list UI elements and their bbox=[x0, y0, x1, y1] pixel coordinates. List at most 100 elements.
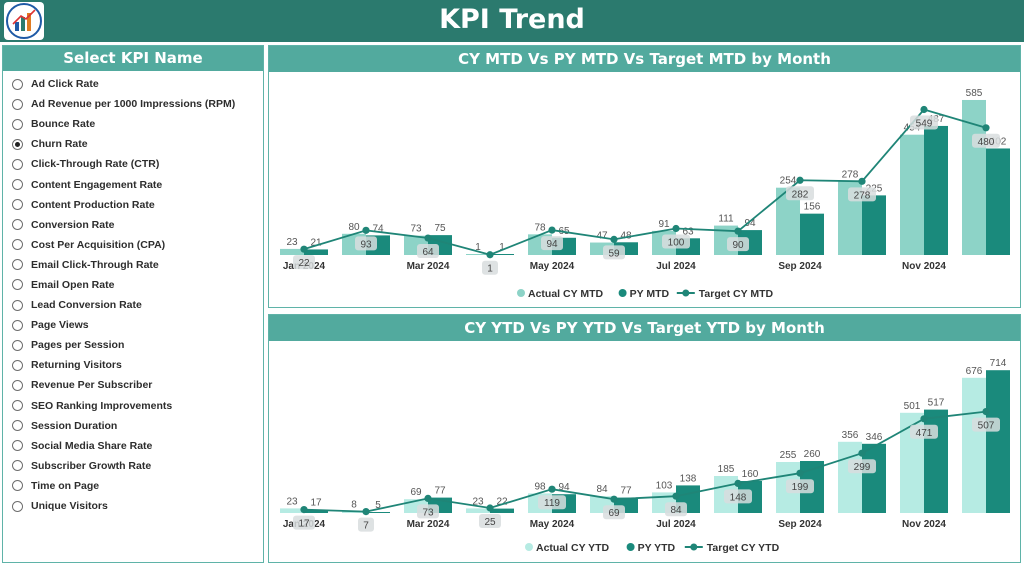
target-point bbox=[796, 176, 804, 184]
radio-button-icon[interactable] bbox=[12, 440, 23, 452]
radio-button-icon[interactable] bbox=[12, 500, 23, 512]
radio-button-icon[interactable] bbox=[12, 299, 23, 311]
prior-bar bbox=[800, 213, 824, 255]
kpi-option-label: Email Open Rate bbox=[31, 278, 115, 291]
radio-button-icon[interactable] bbox=[12, 259, 23, 271]
radio-button-icon[interactable] bbox=[12, 219, 23, 231]
prior-data-label: 22 bbox=[496, 497, 508, 508]
kpi-option-page-views[interactable]: Page Views bbox=[3, 315, 263, 335]
kpi-option-label: Conversion Rate bbox=[31, 218, 115, 231]
target-label-bg bbox=[786, 186, 814, 201]
radio-button-icon[interactable] bbox=[12, 239, 23, 251]
kpi-option-subscriber-growth-rate[interactable]: Subscriber Growth Rate bbox=[3, 456, 263, 476]
radio-button-icon[interactable] bbox=[12, 359, 23, 371]
kpi-option-cost-per-acquisition-cpa[interactable]: Cost Per Acquisition (CPA) bbox=[3, 235, 263, 255]
radio-button-icon[interactable] bbox=[12, 78, 23, 90]
kpi-option-ad-revenue-per-1000-impressions-rpm[interactable]: Ad Revenue per 1000 Impressions (RPM) bbox=[3, 94, 263, 114]
target-line bbox=[303, 108, 987, 256]
actual-data-label: 278 bbox=[842, 169, 859, 180]
target-data-label: 199 bbox=[792, 482, 809, 493]
kpi-option-email-open-rate[interactable]: Email Open Rate bbox=[3, 275, 263, 295]
target-label-bg bbox=[848, 459, 876, 474]
kpi-option-returning-visitors[interactable]: Returning Visitors bbox=[3, 355, 263, 375]
target-label-bg bbox=[786, 479, 814, 494]
x-tick-label: Mar 2024 bbox=[407, 261, 450, 272]
kpi-option-label: Ad Revenue per 1000 Impressions (RPM) bbox=[31, 98, 236, 111]
actual-data-label: 585 bbox=[966, 88, 983, 99]
kpi-option-pages-per-session[interactable]: Pages per Session bbox=[3, 335, 263, 355]
radio-button-icon[interactable] bbox=[12, 460, 23, 472]
prior-data-label: 94 bbox=[744, 218, 756, 229]
prior-bar bbox=[924, 125, 948, 255]
actual-data-label: 84 bbox=[596, 484, 608, 495]
target-data-label: 93 bbox=[360, 239, 372, 250]
actual-data-label: 501 bbox=[904, 401, 921, 412]
actual-data-label: 73 bbox=[410, 224, 422, 235]
actual-data-label: 80 bbox=[348, 222, 360, 233]
kpi-option-email-click-through-rate[interactable]: Email Click-Through Rate bbox=[3, 255, 263, 275]
radio-button-icon[interactable] bbox=[12, 158, 23, 170]
target-label-bg bbox=[358, 517, 374, 532]
target-label-bg bbox=[603, 505, 625, 520]
target-point bbox=[920, 105, 928, 114]
radio-button-icon[interactable] bbox=[12, 179, 23, 191]
radio-button-icon[interactable] bbox=[12, 379, 23, 391]
x-tick-label: May 2024 bbox=[530, 261, 575, 272]
radio-button-icon[interactable] bbox=[12, 98, 23, 110]
kpi-option-label: Cost Per Acquisition (CPA) bbox=[31, 238, 166, 251]
target-data-label: 7 bbox=[363, 521, 369, 532]
target-data-label: 119 bbox=[544, 498, 560, 509]
kpi-option-content-engagement-rate[interactable]: Content Engagement Rate bbox=[3, 174, 263, 194]
target-point bbox=[982, 124, 990, 132]
radio-button-icon[interactable] bbox=[12, 118, 23, 130]
radio-button-icon[interactable] bbox=[12, 319, 23, 331]
prior-data-label: 346 bbox=[866, 432, 883, 443]
kpi-option-label: Content Production Rate bbox=[31, 198, 155, 211]
kpi-option-ad-click-rate[interactable]: Ad Click Rate bbox=[3, 74, 263, 94]
kpi-option-click-through-rate-ctr[interactable]: Click-Through Rate (CTR) bbox=[3, 154, 263, 174]
target-point bbox=[734, 479, 742, 487]
target-point bbox=[610, 235, 618, 243]
x-tick-label: Sep 2024 bbox=[778, 261, 822, 272]
radio-button-icon[interactable] bbox=[12, 138, 23, 150]
bar-chart-logo-icon bbox=[4, 2, 44, 40]
radio-button-icon[interactable] bbox=[12, 480, 23, 492]
target-point bbox=[362, 226, 370, 234]
x-tick-label: Mar 2024 bbox=[407, 519, 450, 530]
header-bar: KPI Trend bbox=[0, 0, 1024, 42]
kpi-option-conversion-rate[interactable]: Conversion Rate bbox=[3, 215, 263, 235]
actual-bar bbox=[962, 377, 986, 513]
kpi-option-social-media-share-rate[interactable]: Social Media Share Rate bbox=[3, 436, 263, 456]
target-point bbox=[548, 485, 556, 493]
kpi-option-label: Social Media Share Rate bbox=[31, 439, 153, 452]
kpi-option-time-on-page[interactable]: Time on Page bbox=[3, 476, 263, 496]
target-label-bg bbox=[293, 255, 315, 270]
kpi-option-churn-rate[interactable]: Churn Rate bbox=[3, 134, 263, 154]
actual-data-label: 103 bbox=[656, 480, 673, 491]
radio-button-icon[interactable] bbox=[12, 400, 23, 412]
actual-data-label: 676 bbox=[966, 366, 983, 377]
kpi-option-content-production-rate[interactable]: Content Production Rate bbox=[3, 195, 263, 215]
kpi-option-label: Revenue Per Subscriber bbox=[31, 379, 153, 392]
target-label-bg bbox=[479, 514, 501, 528]
target-data-label: 282 bbox=[792, 189, 809, 200]
target-data-label: 22 bbox=[298, 258, 310, 269]
legend-label: Target CY MTD bbox=[699, 288, 774, 300]
radio-button-icon[interactable] bbox=[12, 339, 23, 351]
x-tick-label: May 2024 bbox=[530, 519, 575, 530]
prior-bar bbox=[986, 370, 1010, 513]
kpi-option-revenue-per-subscriber[interactable]: Revenue Per Subscriber bbox=[3, 375, 263, 395]
target-point bbox=[734, 227, 742, 235]
kpi-option-bounce-rate[interactable]: Bounce Rate bbox=[3, 114, 263, 134]
prior-bar bbox=[986, 148, 1010, 255]
radio-button-icon[interactable] bbox=[12, 420, 23, 432]
target-data-label: 25 bbox=[484, 517, 496, 528]
actual-bar bbox=[838, 441, 862, 513]
kpi-option-session-duration[interactable]: Session Duration bbox=[3, 416, 263, 436]
prior-bar bbox=[304, 509, 328, 513]
kpi-option-seo-ranking-improvements[interactable]: SEO Ranking Improvements bbox=[3, 396, 263, 416]
kpi-option-lead-conversion-rate[interactable]: Lead Conversion Rate bbox=[3, 295, 263, 315]
radio-button-icon[interactable] bbox=[12, 199, 23, 211]
kpi-option-unique-visitors[interactable]: Unique Visitors bbox=[3, 496, 263, 516]
radio-button-icon[interactable] bbox=[12, 279, 23, 291]
